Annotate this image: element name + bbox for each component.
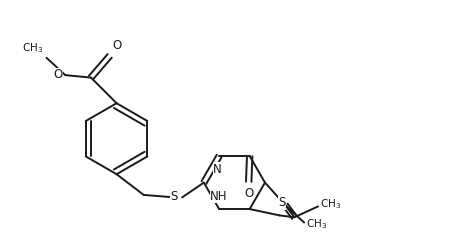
Text: CH$_3$: CH$_3$	[306, 218, 327, 231]
Text: CH$_3$: CH$_3$	[22, 41, 44, 55]
Text: NH: NH	[210, 190, 228, 203]
Text: S: S	[278, 197, 286, 209]
Text: H: H	[214, 192, 222, 202]
Text: O: O	[244, 187, 253, 200]
Text: NH: NH	[210, 192, 227, 202]
Text: S: S	[171, 190, 178, 203]
Text: N: N	[213, 163, 222, 176]
Text: O: O	[112, 39, 121, 52]
Text: O: O	[54, 68, 63, 81]
Text: CH$_3$: CH$_3$	[320, 198, 341, 211]
